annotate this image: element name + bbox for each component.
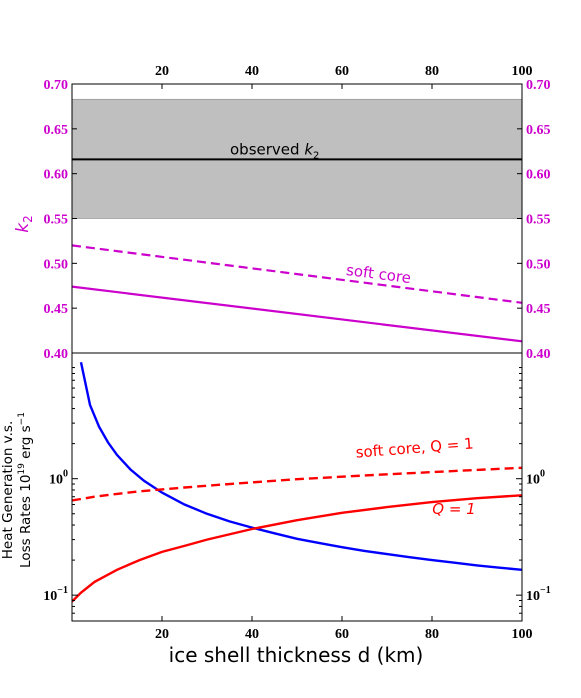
observed-label-sub: 2 — [313, 150, 319, 161]
bottom-y-tick-label-left: 10−1 — [43, 585, 68, 604]
observed-label-var: k — [304, 140, 314, 158]
bottom-x-tick-label: 80 — [425, 627, 439, 642]
top-y-tick-label-left: 0.45 — [44, 302, 69, 317]
heat-loss-line — [79, 361, 522, 571]
bottom-y-axis-label-base: Loss Rates 10 — [18, 475, 34, 568]
bottom-y-tick-label-right: 100 — [526, 469, 545, 488]
top-x-tick-label: 20 — [155, 64, 169, 79]
soft-core-q1-label: soft core, Q = 1 — [355, 434, 474, 461]
tick-exp: −1 — [57, 585, 68, 596]
top-x-tick-label: 60 — [335, 64, 349, 79]
top-y-tick-label-left: 0.60 — [44, 168, 69, 183]
top-y-axis-label-sub: 2 — [21, 215, 35, 223]
bottom-y-axis-label-line1: Heat Generation v.s. — [0, 421, 16, 559]
bottom-x-tick-label: 60 — [335, 627, 349, 642]
bottom-y-tick-label-left: 100 — [49, 469, 68, 488]
top-y-tick-label-left: 0.70 — [44, 78, 69, 93]
top-y-tick-label-right: 0.45 — [526, 302, 551, 317]
bottom-y-axis-label-unit: erg s — [18, 425, 34, 463]
tick-exp: −1 — [540, 585, 551, 596]
k2-line — [71, 285, 523, 343]
top-y-tick-label-right: 0.60 — [526, 168, 551, 183]
top-y-tick-label-left: 0.55 — [44, 213, 69, 228]
top-y-tick-label-left: 0.65 — [44, 123, 69, 138]
tick-base: 10 — [526, 589, 540, 604]
top-x-tick-label: 80 — [425, 64, 439, 79]
top-y-tick-label-right: 0.40 — [526, 347, 551, 362]
tick-exp: 0 — [63, 469, 68, 480]
observed-k2-label: observed k2 — [230, 140, 319, 161]
q1-line — [72, 494, 522, 603]
soft-core-q1-line — [72, 466, 522, 502]
bottom-x-tick-label: 100 — [512, 627, 533, 642]
top-y-tick-label-right: 0.55 — [526, 213, 551, 228]
top-y-axis-label: k2 — [13, 215, 35, 233]
tick-exp: 0 — [540, 469, 545, 480]
bottom-y-tick-label-right: 10−1 — [526, 585, 551, 604]
top-x-tick-label: 100 — [512, 64, 533, 79]
tick-base: 10 — [526, 473, 540, 488]
soft-core-k2-line — [71, 244, 523, 304]
top-panel-k2: observed k2 soft core 0.40 0.40 0.45 0.45 0.50… — [44, 64, 551, 362]
soft-core-k2-label: soft core — [345, 261, 412, 287]
bottom-panel-frame — [71, 352, 523, 622]
observed-label-text: observed — [230, 140, 304, 158]
top-y-tick-label-right: 0.65 — [526, 123, 551, 138]
bottom-x-tick-label: 20 — [155, 627, 169, 642]
top-y-tick-label-right: 0.70 — [526, 78, 551, 93]
top-x-tick-label: 40 — [245, 64, 259, 79]
tick-base: 10 — [43, 589, 57, 604]
bottom-y-axis-label-unit-exp: −1 — [17, 412, 27, 425]
top-y-axis-label-var: k — [13, 222, 33, 233]
bottom-x-tick-label: 40 — [245, 627, 259, 642]
top-y-tick-label-left: 0.40 — [44, 347, 69, 362]
bottom-y-axis-label-line2: Loss Rates 1019 erg s−1 — [17, 412, 34, 568]
q1-label: Q = 1 — [432, 500, 475, 518]
bottom-y-axis-label-exp: 19 — [17, 463, 27, 475]
tick-base: 10 — [49, 473, 63, 488]
top-y-tick-label-right: 0.50 — [526, 257, 551, 272]
x-axis-label: ice shell thickness d (km) — [169, 643, 424, 667]
top-y-tick-label-left: 0.50 — [44, 257, 69, 272]
